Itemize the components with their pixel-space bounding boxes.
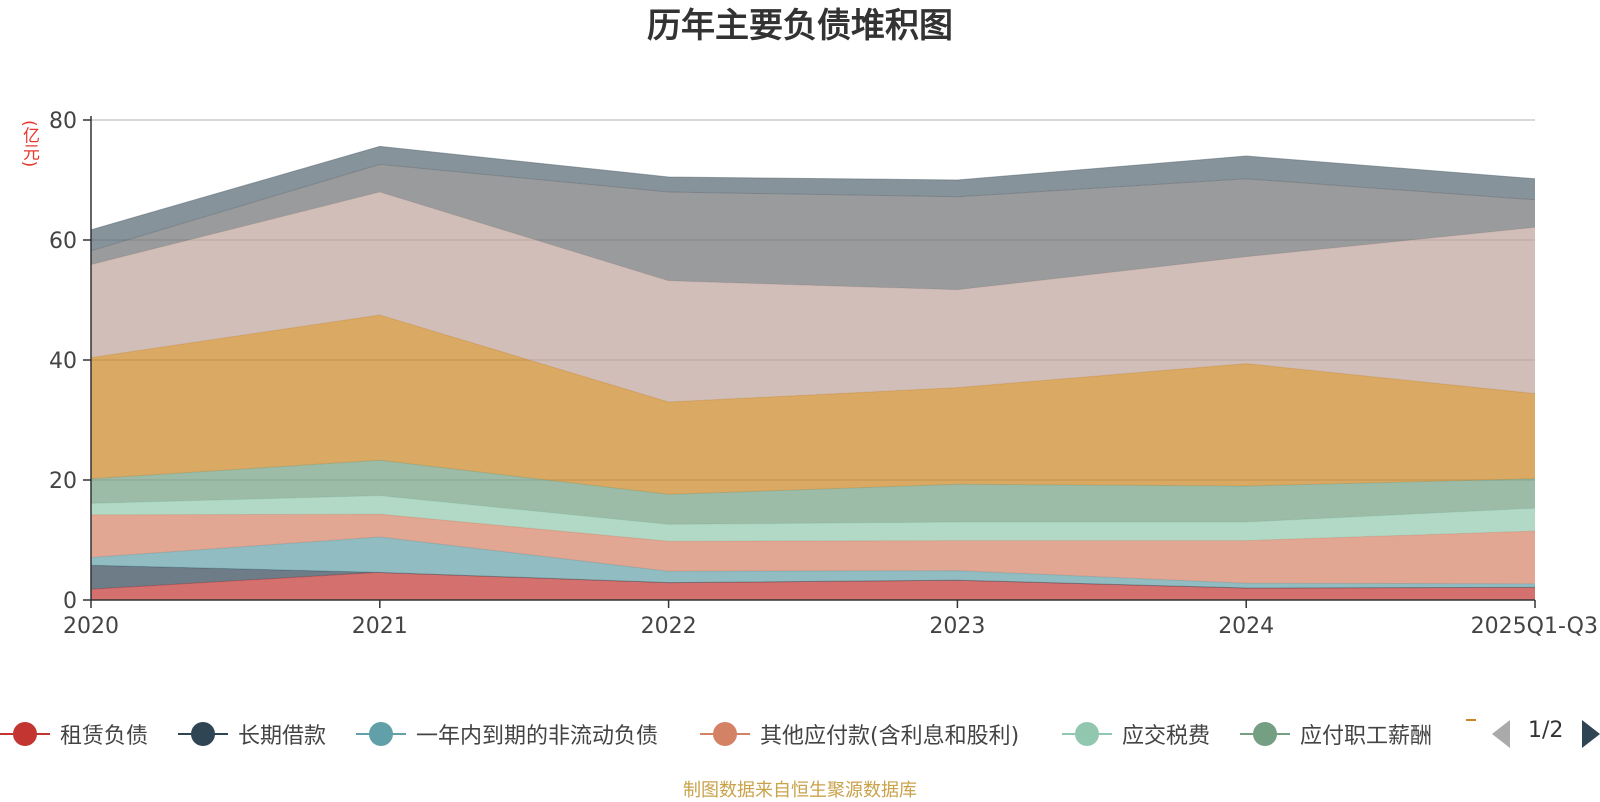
legend-next-page-icon[interactable]	[1582, 720, 1600, 748]
area-series-2[interactable]	[91, 537, 1535, 588]
legend-symbol	[356, 720, 406, 748]
legend-item[interactable]: 长期借款	[178, 706, 326, 762]
area-series-8[interactable]	[91, 164, 1535, 290]
legend-page-indicator: 1/2	[1528, 718, 1564, 743]
chart-title: 历年主要负债堆积图	[647, 6, 953, 46]
legend-dot	[13, 722, 37, 746]
x-tick-label: 2021	[352, 614, 408, 639]
legend-label: 长期借款	[238, 724, 327, 749]
area-series-4[interactable]	[91, 495, 1535, 542]
legend-label: 其他应付款(含利息和股利)	[760, 724, 1020, 749]
legend-item[interactable]: 其他应付款(含利息和股利)	[700, 706, 1019, 762]
legend-label: 应交税费	[1122, 724, 1211, 749]
x-tick-label: 2025Q1-Q3	[1471, 614, 1598, 639]
legend-item[interactable]: 租赁负债	[0, 706, 148, 762]
legend-symbol	[0, 720, 50, 748]
legend-dot	[1075, 722, 1099, 746]
y-tick-label: 60	[49, 229, 77, 254]
x-tick-label: 2022	[641, 614, 697, 639]
area-series-9[interactable]	[91, 146, 1535, 251]
y-tick-label: 0	[63, 589, 77, 614]
area-series-0[interactable]	[91, 572, 1535, 600]
legend-symbol	[178, 720, 228, 748]
x-tick-label: 2024	[1218, 614, 1274, 639]
legend-dot	[191, 722, 215, 746]
y-axis-unit-label: (亿元)	[19, 120, 39, 168]
legend-symbol	[1240, 720, 1290, 748]
axis-layer: 0 20 40 60 80 2020 2021 2022 2023 2024 2025Q1-Q3	[49, 109, 1598, 639]
legend-prev-page-icon[interactable]	[1492, 720, 1510, 748]
legend-clipped-item[interactable]	[1466, 706, 1476, 762]
legend-dot	[713, 722, 737, 746]
source-note: 制图数据来自恒生聚源数据库	[683, 780, 917, 801]
legend-label: 租赁负债	[60, 724, 149, 749]
area-series-3[interactable]	[91, 514, 1535, 584]
legend-dot	[1253, 722, 1277, 746]
area-layer	[90, 145, 1536, 600]
y-tick-label: 40	[49, 349, 77, 374]
y-tick-label: 20	[49, 469, 77, 494]
legend-clipped-line	[1466, 719, 1476, 721]
x-tick-label: 2020	[63, 614, 119, 639]
legend-dot	[369, 722, 393, 746]
legend: 租赁负债 长期借款 一年内到期的非流动负债 其他应付款(含利息和股利) 应交税费 应付职工…	[0, 706, 1600, 762]
legend-symbol	[700, 720, 750, 748]
legend-item[interactable]: 一年内到期的非流动负债	[356, 706, 658, 762]
area-edge-series-9	[90, 145, 1536, 231]
stacked-area-chart: 0 20 40 60 80 2020 2021 2022 2023 2024 2025Q1-Q3	[49, 109, 1598, 639]
legend-item[interactable]: 应付职工薪酬	[1240, 706, 1432, 762]
legend-label: 应付职工薪酬	[1300, 724, 1433, 749]
area-series-6[interactable]	[91, 315, 1535, 495]
legend-clipped-symbol	[1466, 706, 1476, 734]
legend-symbol	[1062, 720, 1112, 748]
x-tick-label: 2023	[929, 614, 985, 639]
area-series-7[interactable]	[91, 192, 1535, 402]
y-tick-label: 80	[49, 109, 77, 134]
area-series-5[interactable]	[91, 460, 1535, 525]
legend-item[interactable]: 应交税费	[1062, 706, 1210, 762]
legend-label: 一年内到期的非流动负债	[416, 724, 659, 749]
